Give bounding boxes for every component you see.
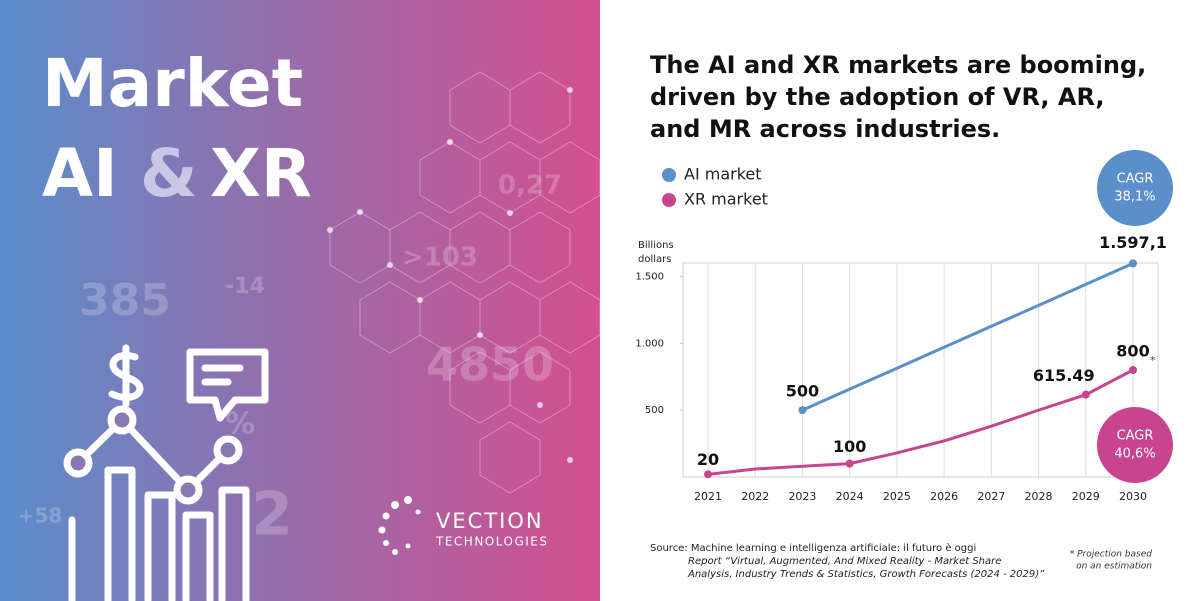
panel-title: AI bbox=[42, 135, 118, 212]
x-tick-label: 2030 bbox=[1119, 490, 1147, 503]
cagr-label: CAGR bbox=[1117, 429, 1154, 444]
data-point bbox=[704, 470, 712, 479]
x-tick-label: 2028 bbox=[1025, 490, 1053, 503]
headline: and MR across industries. bbox=[650, 115, 1000, 143]
y-tick-label: 1.000 bbox=[635, 338, 664, 349]
decorative-number: -14 bbox=[225, 274, 265, 299]
y-tick-label: 1.500 bbox=[635, 271, 664, 282]
x-tick-label: 2021 bbox=[694, 490, 722, 503]
panel-title: XR bbox=[210, 135, 312, 212]
data-label: 20 bbox=[697, 450, 719, 469]
decorative-number: % bbox=[225, 407, 255, 442]
data-label: 1.597,1 bbox=[1099, 233, 1167, 252]
decorative-number: 2 bbox=[251, 480, 293, 550]
hex-nodes bbox=[327, 87, 573, 463]
legend-label: AI market bbox=[684, 165, 762, 184]
series-line bbox=[801, 262, 1134, 412]
legend-marker bbox=[662, 193, 676, 207]
data-label: 100 bbox=[833, 437, 866, 456]
source: Analysis, Industry Trends & Statistics, … bbox=[687, 569, 1045, 580]
data-label: 800 bbox=[1116, 342, 1149, 361]
logo-subtitle: TECHNOLOGIES bbox=[435, 535, 548, 549]
legend-label: XR market bbox=[684, 190, 768, 209]
footnote: * Projection based bbox=[1070, 550, 1153, 560]
asterisk: * bbox=[1150, 354, 1156, 367]
chart-icon bbox=[63, 344, 269, 601]
right-panel bbox=[600, 0, 1200, 601]
logo-name: VECTION bbox=[436, 509, 544, 533]
data-label: 500 bbox=[786, 382, 819, 401]
x-tick-label: 2026 bbox=[930, 490, 958, 503]
panel-title: & bbox=[140, 135, 198, 212]
decorative-number: >103 bbox=[402, 243, 478, 273]
data-point bbox=[845, 459, 854, 468]
decorative-number: 0,27 bbox=[498, 171, 562, 201]
source: Report “Virtual, Augmented, And Mixed Re… bbox=[688, 556, 1001, 567]
x-tick-label: 2027 bbox=[977, 490, 1005, 503]
headline: driven by the adoption of VR, AR, bbox=[650, 83, 1105, 111]
source: Source: Machine learning e intelligenza … bbox=[650, 542, 976, 554]
x-tick-label: 2024 bbox=[836, 490, 864, 503]
series-line bbox=[707, 368, 1134, 476]
data-label: 615.49 bbox=[1033, 366, 1095, 385]
cagr-bubble bbox=[1097, 407, 1173, 483]
x-tick-label: 2029 bbox=[1072, 490, 1100, 503]
legend-marker bbox=[662, 168, 676, 182]
data-point bbox=[1081, 390, 1090, 399]
headline: The AI and XR markets are booming, bbox=[650, 51, 1146, 79]
cagr-value: 40,6% bbox=[1114, 447, 1155, 462]
y-axis-label: dollars bbox=[638, 254, 671, 265]
data-point bbox=[798, 406, 807, 415]
footnote: on an estimation bbox=[1076, 562, 1152, 572]
y-axis-label: Billions bbox=[638, 240, 674, 251]
y-tick-label: 500 bbox=[645, 405, 664, 416]
logo-mark bbox=[378, 496, 421, 555]
left-panel bbox=[0, 0, 600, 601]
cagr-value: 38,1% bbox=[1114, 190, 1155, 205]
panel-title: Market bbox=[42, 45, 303, 122]
plot-frame bbox=[682, 262, 1159, 478]
data-point bbox=[1129, 259, 1137, 268]
cagr-bubble bbox=[1097, 150, 1173, 226]
x-tick-label: 2025 bbox=[883, 490, 911, 503]
x-tick-label: 2023 bbox=[788, 490, 816, 503]
data-point bbox=[1129, 366, 1137, 374]
x-tick-label: 2022 bbox=[741, 490, 769, 503]
cagr-label: CAGR bbox=[1117, 172, 1154, 187]
decorative-number: +58 bbox=[18, 504, 63, 528]
decorative-number: 385 bbox=[79, 275, 171, 326]
decorative-number: 4850 bbox=[426, 338, 554, 392]
